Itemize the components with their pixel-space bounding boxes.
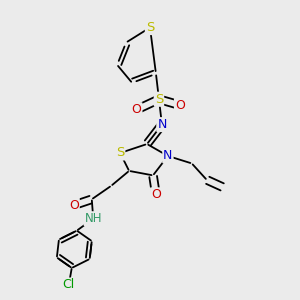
Text: O: O <box>175 99 185 112</box>
Text: O: O <box>69 199 79 212</box>
Text: S: S <box>155 93 163 106</box>
Text: O: O <box>132 103 142 116</box>
Text: N: N <box>163 149 172 163</box>
Text: O: O <box>151 188 161 201</box>
Text: N: N <box>157 118 167 131</box>
Text: Cl: Cl <box>63 278 75 292</box>
Text: S: S <box>116 146 124 160</box>
Text: S: S <box>146 21 154 34</box>
Text: NH: NH <box>85 212 102 225</box>
